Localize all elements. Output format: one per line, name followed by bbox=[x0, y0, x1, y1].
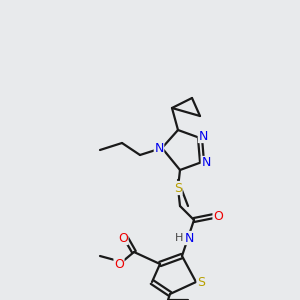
Text: O: O bbox=[114, 257, 124, 271]
Text: O: O bbox=[118, 232, 128, 244]
Text: N: N bbox=[198, 130, 208, 142]
Text: S: S bbox=[197, 275, 205, 289]
Text: N: N bbox=[184, 232, 194, 244]
Text: N: N bbox=[201, 157, 211, 169]
Text: O: O bbox=[213, 209, 223, 223]
Text: H: H bbox=[175, 233, 183, 243]
Text: N: N bbox=[154, 142, 164, 154]
Text: S: S bbox=[174, 182, 182, 194]
